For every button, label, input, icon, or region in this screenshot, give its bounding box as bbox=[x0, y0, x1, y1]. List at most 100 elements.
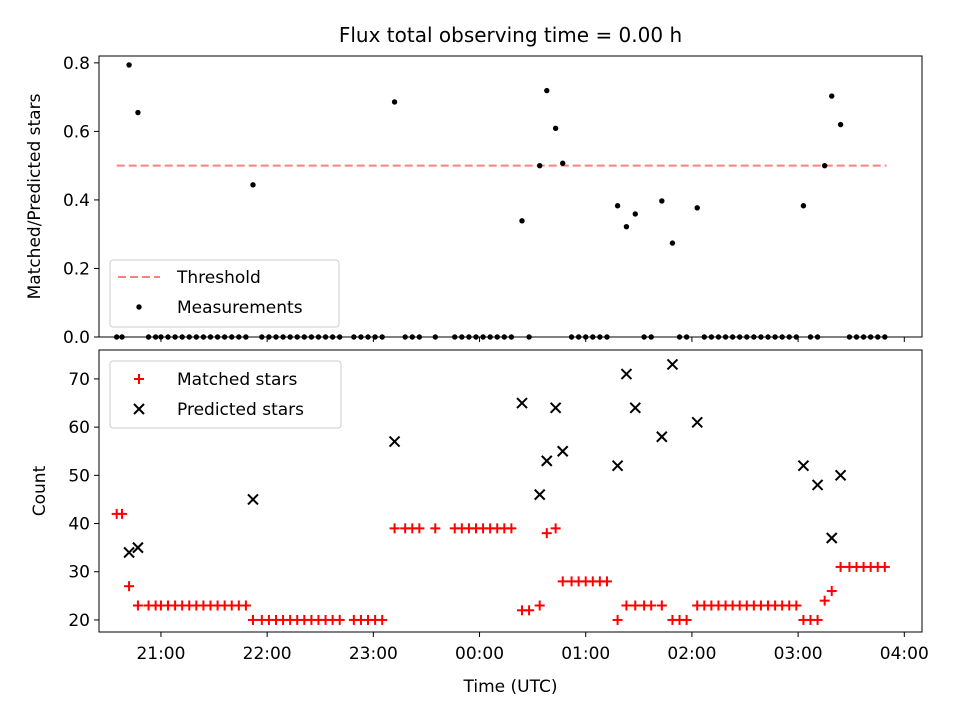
matched-point bbox=[601, 576, 612, 587]
matched-point bbox=[557, 576, 568, 587]
count-panel: 20 30 40 50 60 70 21:00 22:00 23:00 00:00 01:00 02… bbox=[30, 349, 929, 697]
x-tick-label: 04:00 bbox=[880, 644, 929, 664]
measurement-point bbox=[669, 240, 676, 246]
ratio-panel: 0.00.20.40.60.8 Matched/Predicted stars … bbox=[25, 54, 923, 348]
x-axis-label: Time (UTC) bbox=[463, 677, 558, 697]
measurement-point bbox=[659, 198, 665, 204]
predicted-point bbox=[549, 402, 562, 414]
y-tick-label: 20 bbox=[68, 611, 90, 631]
x-tick-label: 21:00 bbox=[136, 644, 185, 664]
count-legend: Matched stars Predicted stars bbox=[109, 360, 342, 429]
ratio-legend-box bbox=[109, 259, 340, 328]
matched-point bbox=[879, 561, 890, 572]
predicted-point bbox=[811, 479, 824, 491]
x-tick-label: 23:00 bbox=[349, 644, 398, 664]
measurement-point bbox=[135, 109, 141, 116]
x-tick-label: 01:00 bbox=[561, 644, 610, 664]
measurement-point bbox=[519, 218, 525, 224]
predicted-point bbox=[656, 431, 668, 443]
measurement-point bbox=[560, 160, 566, 166]
matched-point bbox=[612, 614, 623, 625]
ratio-legend: Threshold Measurements bbox=[109, 259, 340, 328]
matched-point bbox=[506, 523, 517, 534]
matched-point bbox=[124, 581, 135, 592]
x-tick-label: 02:00 bbox=[667, 644, 716, 664]
measurement-point bbox=[821, 162, 828, 169]
legend-measurements-swatch bbox=[136, 304, 142, 310]
ratio-y-axis: 0.0 0.2 0.4 0.6 0.8 bbox=[63, 54, 99, 348]
matched-point bbox=[812, 614, 823, 625]
matched-point bbox=[240, 600, 251, 611]
figure-title: Flux total observing time = 0.00 h bbox=[339, 23, 682, 47]
matched-point bbox=[681, 614, 692, 625]
matched-point bbox=[791, 600, 802, 611]
legend-predicted-label: Predicted stars bbox=[177, 400, 304, 420]
legend-plus-mark bbox=[134, 374, 144, 384]
y-tick-label: 0.8 bbox=[63, 54, 90, 74]
measurement-point bbox=[837, 121, 844, 128]
legend-x-mark bbox=[133, 403, 145, 415]
matched-point bbox=[334, 614, 345, 625]
measurement-point bbox=[800, 203, 807, 209]
matched-point bbox=[621, 600, 632, 611]
predicted-point bbox=[132, 541, 144, 554]
x-tick-label: 03:00 bbox=[774, 644, 823, 664]
y-tick-label: 0.6 bbox=[63, 122, 90, 142]
legend-matched-label: Matched stars bbox=[177, 370, 297, 390]
legend-threshold-label: Threshold bbox=[176, 268, 261, 288]
predicted-point bbox=[247, 493, 259, 506]
count-legend-box bbox=[109, 360, 342, 429]
matched-point bbox=[646, 600, 657, 611]
matched-point bbox=[430, 523, 441, 534]
predicted-point bbox=[826, 532, 838, 544]
matched-point bbox=[835, 561, 846, 572]
ratio-x-axis bbox=[160, 337, 905, 342]
matched-point bbox=[414, 523, 425, 534]
matched-point bbox=[630, 600, 641, 611]
measurement-point bbox=[552, 125, 559, 132]
ratio-frame bbox=[98, 55, 923, 338]
matched-point bbox=[541, 528, 552, 539]
y-tick-label: 30 bbox=[68, 563, 90, 583]
predicted-point bbox=[620, 368, 633, 380]
legend-measurements-label: Measurements bbox=[177, 298, 303, 318]
matched-point bbox=[550, 523, 561, 534]
measurement-point bbox=[614, 203, 621, 209]
measurement-point bbox=[250, 182, 256, 188]
predicted-point bbox=[516, 397, 528, 409]
count-y-axis: 20 30 40 50 60 70 bbox=[68, 370, 99, 631]
legend-predicted-swatch bbox=[133, 403, 145, 415]
ratio-y-label: Matched/Predicted stars bbox=[25, 93, 45, 299]
predicted-point bbox=[666, 358, 679, 371]
matched-point bbox=[377, 614, 388, 625]
predicted-point bbox=[388, 435, 401, 448]
predicted-point bbox=[691, 416, 703, 429]
matched-point bbox=[534, 600, 545, 611]
measurement-point bbox=[537, 162, 543, 169]
measurement-point bbox=[694, 205, 700, 211]
y-tick-label: 0.4 bbox=[63, 191, 90, 211]
matched-point bbox=[389, 523, 400, 534]
matched-point bbox=[247, 614, 258, 625]
predicted-point bbox=[797, 459, 810, 472]
count-frame bbox=[98, 349, 923, 633]
predicted-point bbox=[123, 546, 135, 559]
matched-point bbox=[132, 600, 143, 611]
measurement-point bbox=[391, 99, 398, 105]
matched-point bbox=[656, 600, 667, 611]
legend-matched-swatch bbox=[134, 374, 144, 384]
predicted-point bbox=[541, 455, 553, 467]
predicted-point bbox=[629, 402, 641, 414]
y-tick-label: 0.0 bbox=[63, 328, 90, 348]
measurement-point bbox=[126, 62, 132, 68]
matched-point bbox=[819, 595, 830, 606]
measurement-point bbox=[544, 87, 550, 94]
matched-points bbox=[111, 508, 890, 625]
y-tick-label: 50 bbox=[68, 466, 90, 486]
y-tick-label: 60 bbox=[68, 418, 90, 438]
x-tick-label: 00:00 bbox=[455, 644, 504, 664]
measurement-point bbox=[829, 93, 835, 99]
x-tick-label: 22:00 bbox=[243, 644, 292, 664]
predicted-point bbox=[611, 459, 624, 472]
